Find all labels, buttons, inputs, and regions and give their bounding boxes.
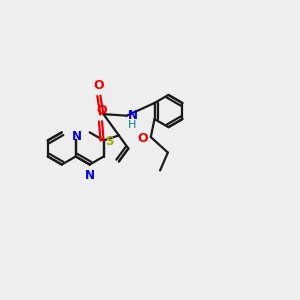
Text: N: N [128, 109, 138, 122]
Text: N: N [72, 130, 82, 143]
Text: O: O [137, 132, 148, 145]
Text: O: O [94, 79, 104, 92]
Text: O: O [97, 104, 107, 118]
Text: N: N [85, 169, 94, 182]
Text: S: S [105, 134, 113, 148]
Text: H: H [128, 120, 136, 130]
